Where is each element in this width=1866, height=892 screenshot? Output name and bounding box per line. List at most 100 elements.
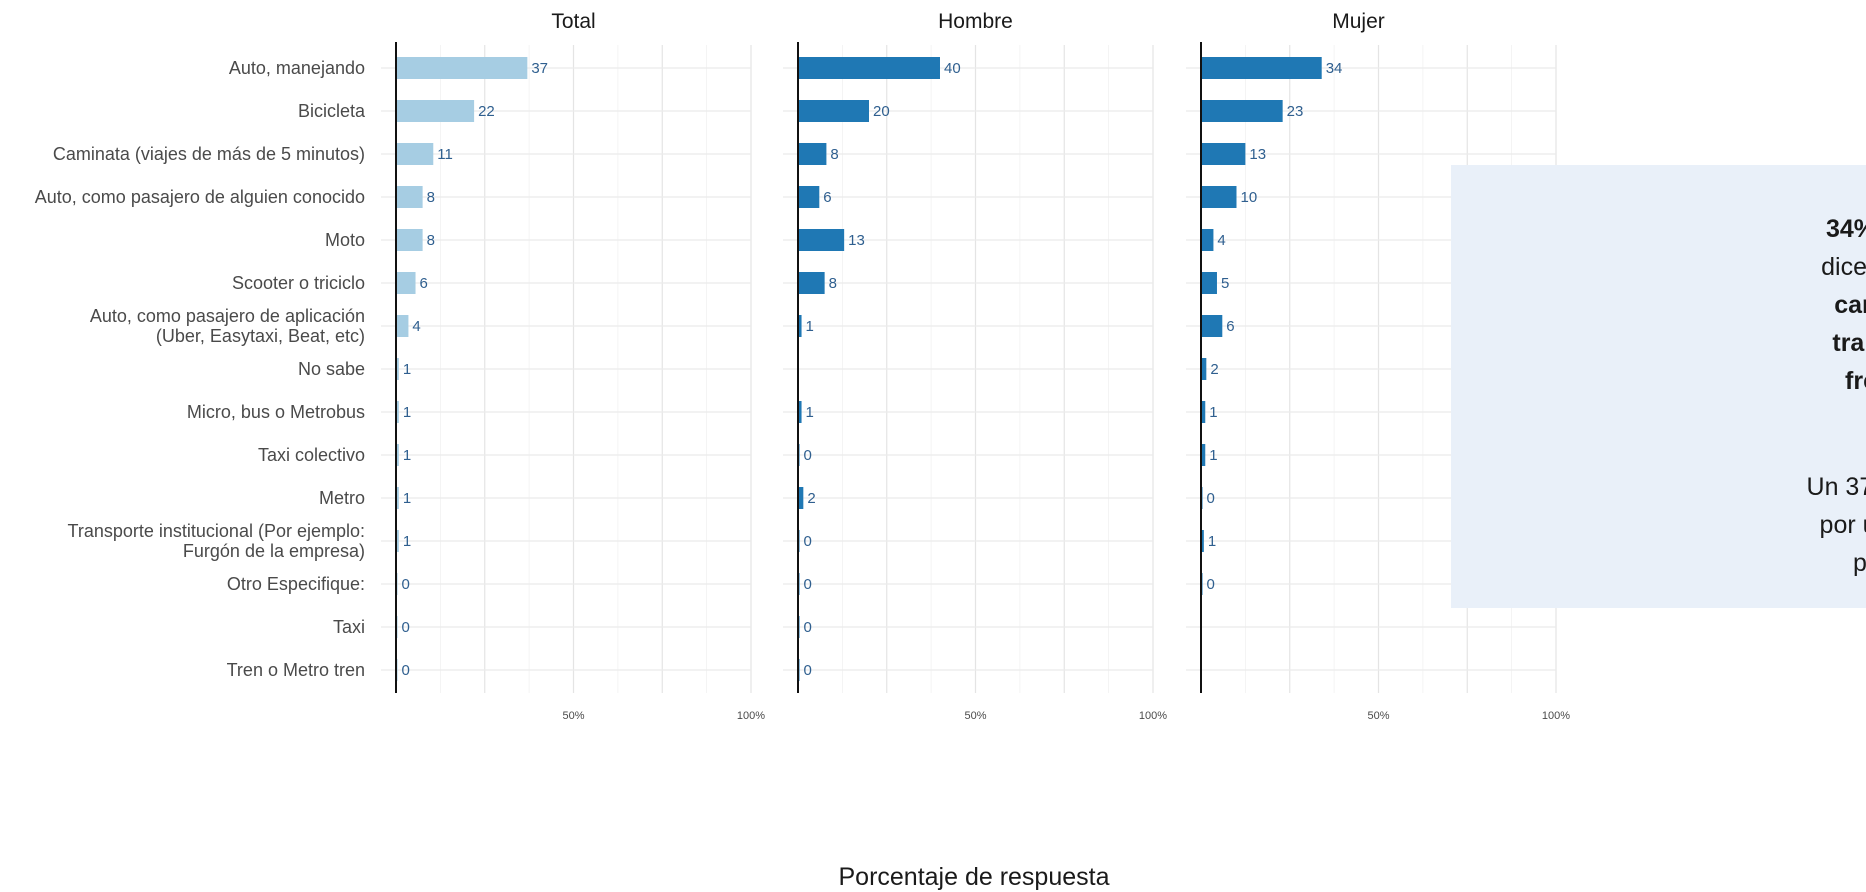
data-label: 34 (1326, 60, 1343, 77)
category-label: Tren o Metro tren (227, 660, 365, 680)
category-label: Scooter o triciclo (232, 273, 365, 293)
bar (798, 272, 825, 294)
bar (1201, 57, 1322, 79)
bar (798, 229, 845, 251)
data-label: 13 (848, 232, 865, 249)
category-label: Moto (325, 230, 365, 250)
category-label: Bicicleta (298, 101, 366, 121)
callout-text-line: car (1834, 291, 1866, 320)
data-label: 0 (804, 576, 812, 593)
category-label: Auto, como pasajero de alguien conocido (35, 187, 365, 207)
data-label: 0 (402, 662, 410, 679)
data-label: 0 (402, 619, 410, 636)
callout-text-line: p (1853, 549, 1866, 578)
bar (1201, 401, 1206, 423)
callout-text: car (1834, 291, 1866, 319)
callout-text: Un 37% (1806, 473, 1866, 501)
bar (798, 401, 802, 423)
data-label: 2 (807, 490, 815, 507)
data-label: 1 (806, 318, 814, 335)
bar (798, 315, 802, 337)
data-label: 37 (531, 60, 548, 77)
category-label: No sabe (298, 359, 365, 379)
bar (396, 143, 434, 165)
callout-box: 34% dicen car tran fre Un 37% por un p (1451, 165, 1866, 608)
bar (798, 100, 869, 122)
data-label: 6 (420, 275, 428, 292)
bar (1201, 315, 1223, 337)
bar (1201, 530, 1204, 552)
x-tick-label: 50% (562, 710, 584, 722)
data-label: 8 (427, 189, 435, 206)
bar (396, 358, 399, 380)
bar (396, 444, 399, 466)
bar (798, 57, 940, 79)
bar (1201, 186, 1237, 208)
category-label: Taxi (333, 617, 365, 637)
category-label: Auto, como pasajero de aplicación (90, 306, 365, 326)
x-tick-label: 50% (964, 710, 986, 722)
callout-text: 34% (1825, 215, 1866, 243)
data-label: 20 (873, 103, 890, 120)
facet-title: Mujer (1332, 10, 1385, 33)
data-label: 22 (478, 103, 495, 120)
callout-text: p (1853, 549, 1866, 577)
bar (396, 487, 399, 509)
category-label: Micro, bus o Metrobus (187, 402, 365, 422)
data-label: 1 (403, 361, 411, 378)
facet-title: Hombre (938, 10, 1013, 33)
data-label: 10 (1241, 189, 1258, 206)
data-label: 40 (944, 60, 961, 77)
bar (396, 229, 423, 251)
bar (1201, 272, 1217, 294)
bar (396, 186, 423, 208)
bar (1201, 444, 1206, 466)
data-label: 11 (437, 146, 453, 163)
category-label: (Uber, Easytaxi, Beat, etc) (156, 326, 365, 346)
data-label: 8 (830, 146, 838, 163)
category-label: Otro Especifique: (227, 574, 365, 594)
callout-text: por un (1819, 511, 1866, 539)
x-tick-label: 100% (1542, 710, 1570, 722)
bar (798, 186, 820, 208)
data-label: 1 (403, 533, 411, 550)
data-label: 0 (804, 447, 812, 464)
x-tick-label: 100% (1139, 710, 1167, 722)
callout-text: dicen (1821, 253, 1866, 281)
data-label: 0 (402, 576, 410, 593)
data-label: 0 (804, 533, 812, 550)
callout-text-line: fre (1845, 367, 1866, 396)
data-label: 0 (804, 619, 812, 636)
data-label: 4 (1217, 232, 1225, 249)
data-label: 4 (412, 318, 420, 335)
data-label: 23 (1287, 103, 1304, 120)
bar (396, 530, 399, 552)
callout-text-line: Un 37% (1807, 473, 1866, 502)
category-label: Caminata (viajes de más de 5 minutos) (53, 144, 365, 164)
data-label: 6 (1226, 318, 1234, 335)
bar (1201, 358, 1207, 380)
x-tick-label: 50% (1367, 710, 1389, 722)
data-label: 1 (1209, 404, 1217, 421)
data-label: 1 (1209, 447, 1217, 464)
callout-text: tran (1832, 329, 1866, 357)
data-label: 1 (403, 447, 411, 464)
bar (1201, 143, 1246, 165)
callout-text: fre (1845, 367, 1866, 395)
facet-title: Total (551, 10, 595, 33)
data-label: 1 (806, 404, 814, 421)
bar (396, 315, 409, 337)
bar (396, 100, 475, 122)
bar (798, 143, 827, 165)
category-label: Taxi colectivo (258, 445, 365, 465)
data-label: 1 (403, 490, 411, 507)
bar (396, 401, 399, 423)
data-label: 0 (804, 662, 812, 679)
data-label: 8 (427, 232, 435, 249)
data-label: 8 (829, 275, 837, 292)
callout-text-line: 34% (1826, 215, 1866, 244)
x-axis-title: Porcentaje de respuesta (838, 863, 1109, 891)
bar (1201, 100, 1283, 122)
callout-text-line: dicen (1821, 253, 1866, 282)
